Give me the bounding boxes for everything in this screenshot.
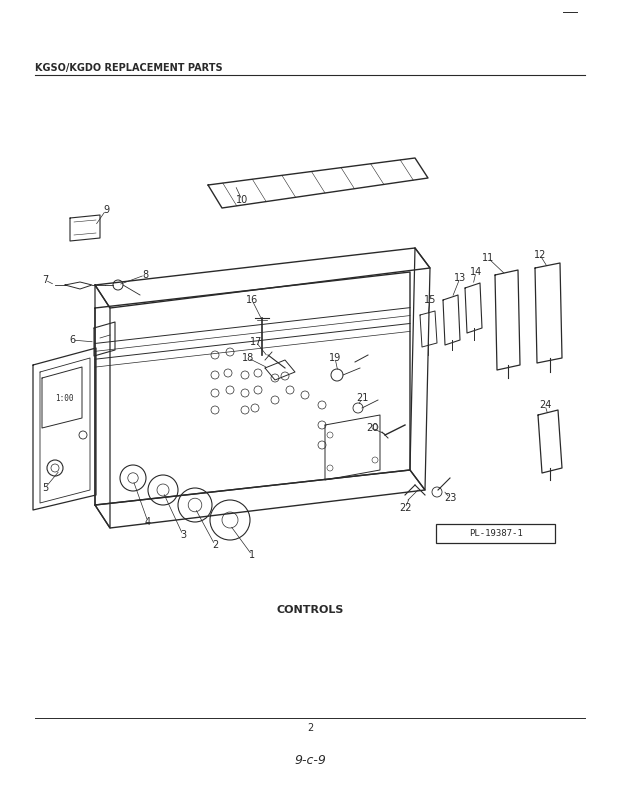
Text: 6: 6 xyxy=(69,335,75,345)
Text: CONTROLS: CONTROLS xyxy=(277,605,343,615)
Text: 9-c-9: 9-c-9 xyxy=(294,753,326,766)
Text: 14: 14 xyxy=(470,267,482,277)
Text: 2: 2 xyxy=(212,540,218,550)
Text: 12: 12 xyxy=(534,250,546,260)
Text: 13: 13 xyxy=(454,273,466,283)
Text: 8: 8 xyxy=(142,270,148,280)
Text: 9: 9 xyxy=(103,205,109,215)
Text: 4: 4 xyxy=(145,517,151,527)
Text: 2: 2 xyxy=(307,723,313,733)
Text: 24: 24 xyxy=(539,400,551,410)
Text: 23: 23 xyxy=(444,493,456,503)
Text: 21: 21 xyxy=(356,393,368,403)
Text: 18: 18 xyxy=(242,353,254,363)
Text: 5: 5 xyxy=(42,483,48,493)
Text: 1: 1 xyxy=(249,550,255,560)
Text: 22: 22 xyxy=(399,503,411,513)
Text: PL-19387-1: PL-19387-1 xyxy=(469,529,523,538)
Text: 17: 17 xyxy=(250,337,262,347)
Text: 20: 20 xyxy=(366,423,378,433)
Text: 1:00: 1:00 xyxy=(55,394,74,402)
Text: KGSO/KGDO REPLACEMENT PARTS: KGSO/KGDO REPLACEMENT PARTS xyxy=(35,63,223,73)
Text: 16: 16 xyxy=(246,295,258,305)
Text: 11: 11 xyxy=(482,253,494,263)
Text: 10: 10 xyxy=(236,195,248,205)
Text: 3: 3 xyxy=(180,530,186,540)
Text: 7: 7 xyxy=(42,275,48,285)
Text: 19: 19 xyxy=(329,353,341,363)
Bar xyxy=(436,524,555,543)
Text: 15: 15 xyxy=(424,295,436,305)
